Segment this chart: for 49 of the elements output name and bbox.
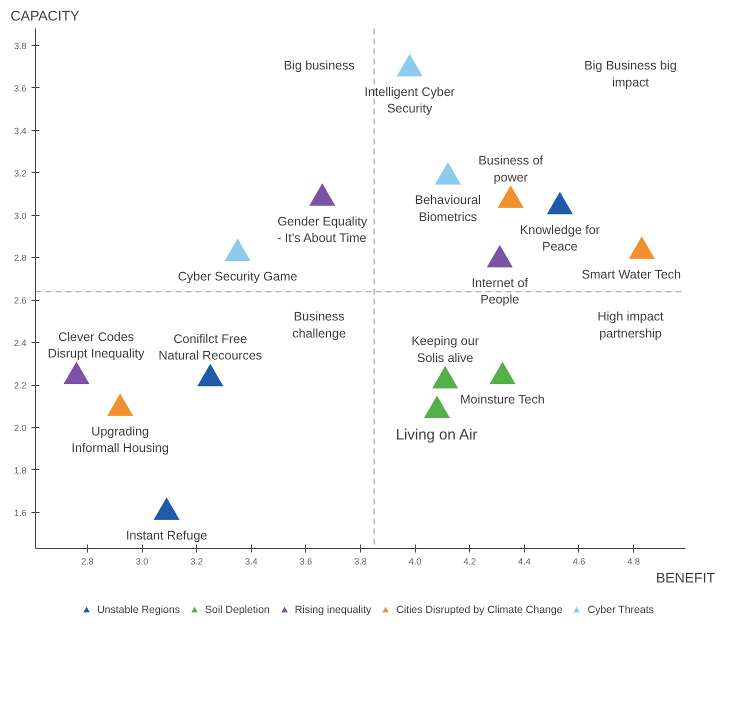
x-tick-label: 3.8 [354,556,367,566]
annotation: High impact partnership [598,310,664,340]
annotation: Knowledge for Peace [520,222,600,254]
x-tick-label: 3.6 [300,556,312,566]
annotation: Keeping our Solis alive [411,334,479,365]
annotation: Living on Air [396,426,478,444]
legend-label: Cyber Threats [588,604,654,616]
y-axis-title: CAPACITY [10,8,80,24]
y-tick-label: 2.8 [14,253,27,264]
annotation: Gender Equality - It’s About Time [277,214,368,246]
y-tick-label: 3.2 [14,168,27,178]
annotation: Moinsture Tech [460,392,545,407]
legend-label: Soil Depletion [204,604,270,616]
x-axis-title: BENEFIT [656,570,716,586]
annotation: Intelligent Cyber Security [364,84,455,116]
annotation: Instant Refuge [126,528,208,542]
annotation: Clever Codes Disrupt Inequality [48,330,146,361]
annotation: Behavioural Biometrics [414,193,481,224]
y-tick-label: 2.0 [14,423,27,434]
annotation: Conifilct Free Natural Recources [158,332,262,363]
legend-label: Unstable Regions [97,604,180,616]
x-tick-label: 3.0 [136,556,148,566]
annotation: Smart Water Tech [582,267,682,282]
annotation: Business of power [478,154,544,184]
y-tick-label: 1.8 [14,465,27,476]
x-tick-label: 4.6 [572,556,586,566]
y-tick-label: 3.0 [14,210,27,221]
y-tick-label: 2.4 [14,338,27,348]
y-tick-label: 1.6 [14,508,27,518]
y-tick-label: 3.4 [14,126,27,136]
x-tick-label: 3.4 [245,556,258,566]
y-tick-label: 3.8 [14,40,27,51]
x-tick-label: 4.4 [518,556,531,566]
y-tick-label: 2.2 [14,380,27,391]
x-tick-label: 2.8 [81,556,94,566]
y-tick-label: 2.6 [14,296,27,306]
x-tick-label: 4.0 [408,556,422,566]
legend-label: Cities Disrupted by Climate Change [396,604,563,616]
legend-label: Rising inequality [294,604,372,616]
annotation: Cyber Security Game [178,269,298,284]
y-tick-label: 3.6 [14,83,27,94]
x-tick-label: 4.2 [463,556,476,566]
x-tick-label: 3.2 [190,556,203,566]
annotation: Business challenge [292,310,346,340]
annotation: Internet of People [472,276,528,307]
annotation: Big Business big impact [584,58,677,90]
x-tick-label: 4.8 [627,556,640,566]
annotation: Upgrading Informall Housing [72,424,169,456]
annotation: Big business [284,58,355,72]
